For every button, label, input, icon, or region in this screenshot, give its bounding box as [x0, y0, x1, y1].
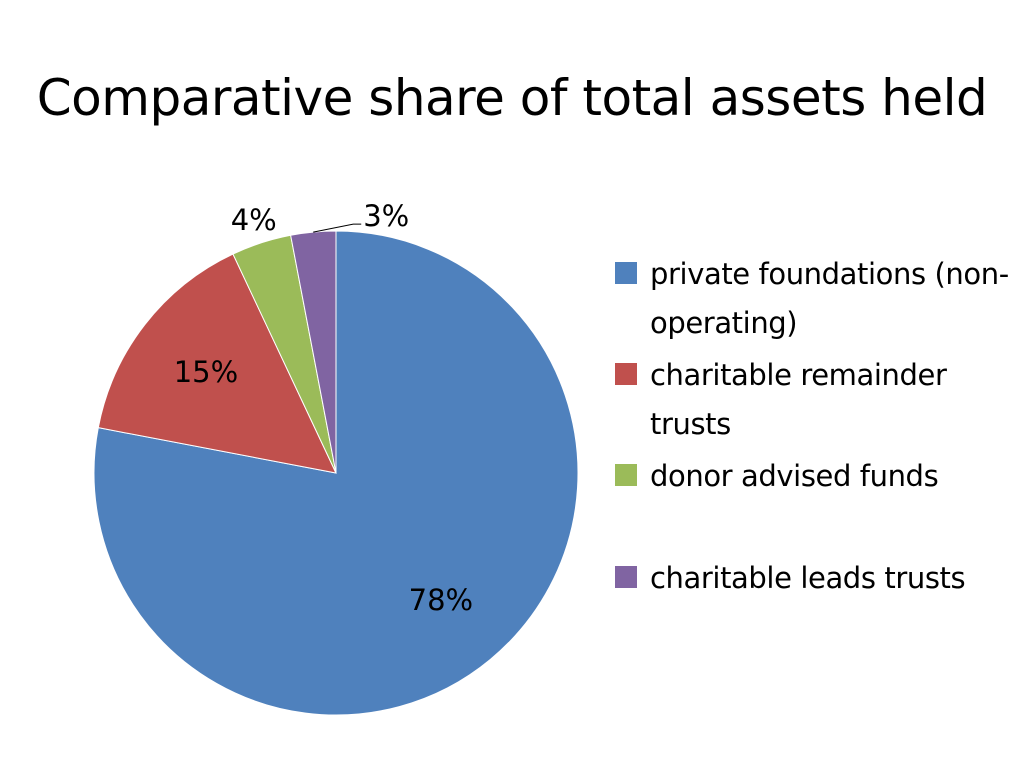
legend-swatch-charitable-remainder-trusts: [615, 363, 637, 385]
legend-label-private-foundations: private foundations (non-operating): [650, 257, 1009, 340]
legend-label-charitable-leads-trusts: charitable leads trusts: [650, 561, 966, 595]
chart-title: Comparative share of total assets held: [36, 69, 988, 127]
legend-label-donor-advised-funds: donor advised funds: [650, 459, 939, 493]
legend-swatch-charitable-leads-trusts: [615, 566, 637, 588]
legend-label-charitable-remainder-trusts: charitable remainder trusts: [650, 358, 947, 441]
data-label-private-foundations: 78%: [409, 583, 473, 617]
pie-slice-charitable-remainder-trusts: [97, 253, 337, 474]
data-label-charitable-leads-trusts: 3%: [363, 199, 409, 233]
leader-line-charitable-leads-trusts: [313, 223, 362, 233]
data-label-charitable-remainder-trusts: 15%: [174, 355, 238, 389]
legend-swatch-private-foundations: [615, 262, 637, 284]
data-label-donor-advised-funds: 4%: [231, 203, 277, 237]
legend-swatch-donor-advised-funds: [615, 464, 637, 486]
